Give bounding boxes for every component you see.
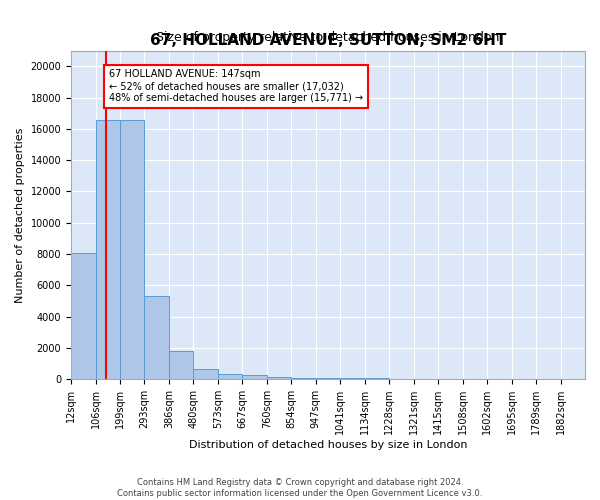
Bar	[71, 252, 95, 379]
Bar	[292, 378, 316, 379]
Bar	[95, 120, 120, 379]
Bar	[145, 296, 169, 379]
Bar	[389, 378, 413, 379]
Text: Contains HM Land Registry data © Crown copyright and database right 2024.
Contai: Contains HM Land Registry data © Crown c…	[118, 478, 482, 498]
Bar	[193, 369, 218, 379]
Title: 67, HOLLAND AVENUE, SUTTON, SM2 6HT: 67, HOLLAND AVENUE, SUTTON, SM2 6HT	[150, 33, 506, 48]
Bar	[340, 378, 365, 379]
Text: Size of property relative to detached houses in London: Size of property relative to detached ho…	[157, 31, 500, 44]
X-axis label: Distribution of detached houses by size in London: Distribution of detached houses by size …	[189, 440, 467, 450]
Bar	[242, 376, 267, 379]
Bar	[169, 351, 193, 379]
Text: 67 HOLLAND AVENUE: 147sqm
← 52% of detached houses are smaller (17,032)
48% of s: 67 HOLLAND AVENUE: 147sqm ← 52% of detac…	[109, 70, 363, 102]
Bar	[365, 378, 389, 379]
Bar	[316, 378, 340, 379]
Bar	[120, 120, 145, 379]
Bar	[267, 377, 292, 379]
Y-axis label: Number of detached properties: Number of detached properties	[15, 128, 25, 302]
Bar	[218, 374, 242, 379]
